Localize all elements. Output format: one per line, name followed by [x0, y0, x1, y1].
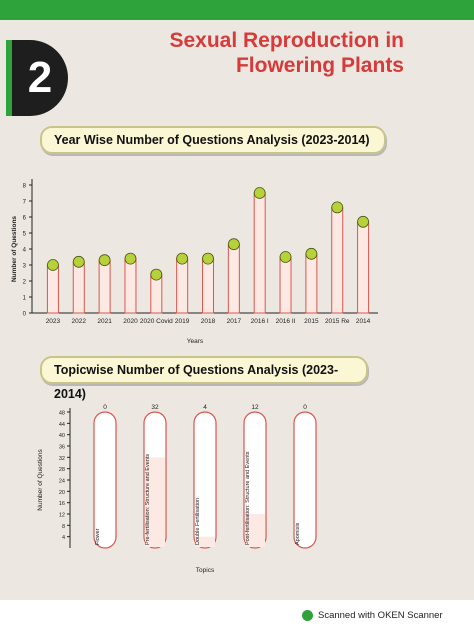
y-tick-label: 12: [59, 513, 65, 519]
bar: [279, 256, 292, 314]
bar: [305, 253, 318, 314]
bar-marker: [331, 201, 344, 214]
bar-marker: [124, 252, 137, 265]
x-tick-label: 2020: [123, 318, 138, 325]
y-tick-label: 5: [23, 232, 27, 238]
y-tick-label: 3: [23, 264, 27, 270]
bar-marker: [279, 251, 292, 263]
y-axis-label: Number of Questions: [37, 449, 44, 511]
x-tick-label: Apomixis: [295, 522, 301, 545]
y-tick-label: 6: [23, 216, 27, 222]
x-tick-label: 2015 Re: [325, 318, 350, 325]
data-label: 0: [303, 404, 307, 411]
x-axis-label: Topics: [196, 567, 215, 574]
bar-track: [93, 411, 117, 549]
x-tick-label: Double Fertilisation: [195, 498, 201, 545]
bar: [357, 221, 370, 314]
chart1-title: Year Wise Number of Questions Analysis (…: [40, 126, 386, 154]
bar-marker: [72, 255, 85, 268]
bar-marker: [176, 252, 189, 265]
bar-marker: [150, 268, 163, 281]
x-axis-label: Years: [187, 338, 204, 345]
y-tick-label: 32: [59, 456, 65, 462]
bar: [124, 258, 137, 314]
x-tick-label: 2016 I: [251, 318, 269, 325]
bar-marker: [47, 259, 59, 271]
bar-marker: [227, 238, 240, 251]
bar-marker: [305, 247, 318, 260]
y-tick-label: 7: [23, 200, 27, 206]
footer-text: Scanned with OKEN Scanner: [318, 610, 443, 621]
y-tick-label: 1: [23, 296, 27, 302]
bar: [145, 457, 165, 547]
y-tick-label: 44: [59, 422, 65, 428]
x-tick-label: 2021: [97, 318, 112, 325]
bar: [72, 261, 85, 314]
x-tick-label: 2017: [227, 318, 242, 325]
y-tick-label: 8: [62, 524, 65, 530]
book-page: 2 Sexual Reproduction in Flowering Plant…: [0, 0, 474, 600]
bar: [176, 258, 189, 314]
x-tick-label: 2014: [356, 318, 371, 325]
x-tick-label: 2018: [201, 318, 216, 325]
data-label: 12: [251, 404, 259, 411]
y-tick-label: 2: [23, 280, 27, 286]
bar-track: [193, 411, 217, 549]
bar-marker: [98, 254, 111, 267]
y-axis-label: Number of Questions: [11, 216, 18, 282]
y-tick-label: 16: [59, 501, 65, 507]
x-tick-label: 2023: [46, 318, 61, 325]
bar: [202, 258, 214, 314]
x-tick-label: Flower: [95, 528, 101, 545]
y-tick-label: 40: [59, 433, 65, 439]
x-tick-label: Pre-fertilisation: Structure and Events: [145, 454, 151, 545]
y-tick-label: 24: [59, 479, 65, 485]
x-tick-label: 2019: [175, 318, 190, 325]
chapter-title-line1: Sexual Reproduction in: [169, 29, 404, 52]
header-band: [0, 0, 474, 20]
bar: [253, 192, 266, 314]
x-tick-label: Post-fertilisation: Structure and Events: [245, 451, 251, 545]
year-wise-bar-chart: 0 1 2 3 4 5 6 7 8 Number of Questions 2023 2022 2021…: [11, 179, 378, 345]
data-label: 4: [203, 404, 207, 411]
chapter-number-badge: 2: [6, 40, 68, 116]
y-tick-label: 0: [23, 312, 27, 318]
y-tick-label: 20: [59, 490, 65, 496]
bar: [98, 259, 111, 314]
oken-scanner-icon: [302, 610, 313, 621]
bar-marker: [253, 187, 266, 199]
bar: [195, 536, 215, 547]
bar-marker: [357, 215, 369, 228]
x-tick-label: 2020 Covid: [140, 318, 173, 325]
y-tick-label: 8: [23, 184, 27, 190]
y-tick-label: 36: [59, 445, 65, 451]
chapter-title: Sexual Reproduction in Flowering Plants: [144, 28, 404, 78]
y-tick-label: 28: [59, 467, 65, 473]
bar: [331, 206, 344, 314]
x-tick-label: 2016 II: [276, 318, 296, 325]
bar: [227, 243, 240, 314]
chapter-title-line2: Flowering Plants: [235, 54, 404, 77]
y-tick-label: 4: [23, 248, 27, 254]
bar: [245, 514, 265, 547]
chart2-title: Topicwise Number of Questions Analysis (…: [40, 356, 368, 401]
bar-track: [293, 411, 317, 549]
bar: [46, 264, 59, 314]
data-label: 32: [151, 404, 159, 411]
bar-marker: [202, 252, 214, 265]
y-tick-label: 48: [59, 411, 65, 417]
y-tick-label: 4: [62, 535, 65, 541]
x-tick-label: 2015: [304, 318, 319, 325]
data-label: 0: [103, 404, 107, 411]
x-tick-label: 2022: [72, 318, 87, 325]
